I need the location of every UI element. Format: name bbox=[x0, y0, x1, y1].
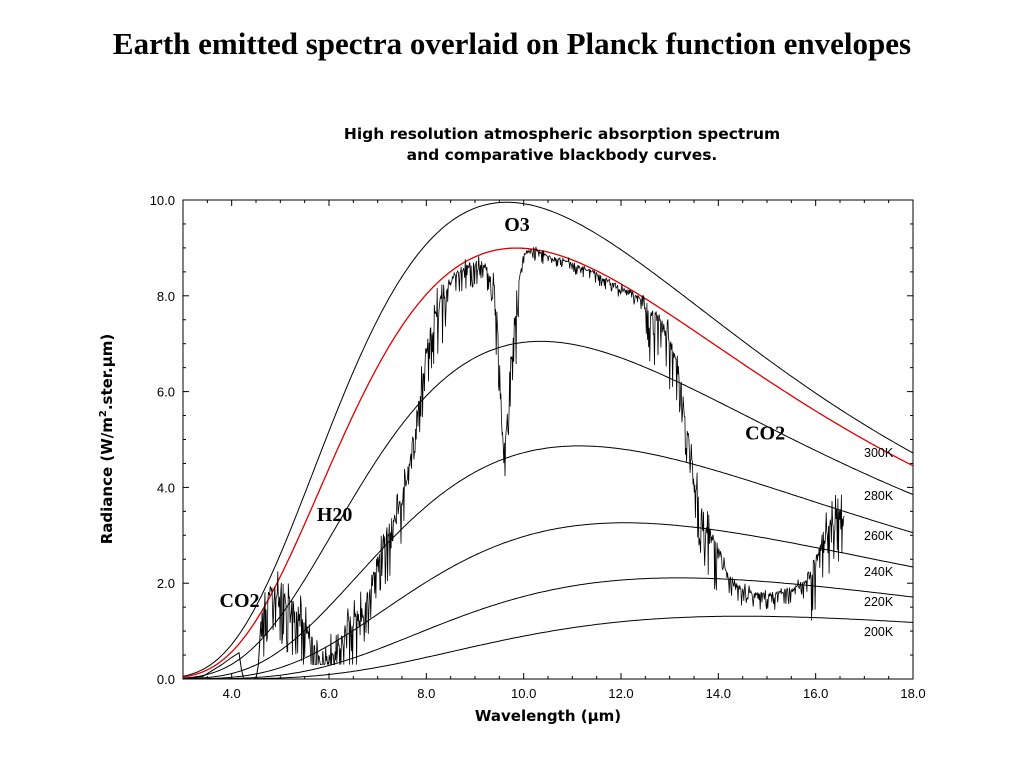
measured-spectrum bbox=[260, 246, 845, 665]
slide-title: Earth emitted spectra overlaid on Planck… bbox=[112, 26, 912, 61]
x-tick-label: 10.0 bbox=[511, 686, 536, 701]
temperature-label-200K: 200K bbox=[864, 625, 894, 639]
temperature-label-260K: 260K bbox=[864, 529, 894, 543]
blackbody-curve-260K bbox=[183, 445, 913, 679]
annotation-co2: CO2 bbox=[220, 590, 260, 612]
temperature-label-240K: 240K bbox=[864, 565, 894, 579]
blackbody-curve-200K bbox=[183, 615, 913, 679]
x-tick-label: 12.0 bbox=[608, 686, 633, 701]
y-tick-label: 4.0 bbox=[157, 480, 175, 495]
planck-envelope-curve bbox=[183, 247, 913, 678]
temperature-label-300K: 300K bbox=[864, 446, 894, 460]
chart-title-line-2: and comparative blackbody curves. bbox=[407, 146, 718, 164]
measured-spectrum-group bbox=[183, 246, 845, 679]
y-tick-label: 0.0 bbox=[157, 672, 175, 687]
y-axis-label-superscript: 2 bbox=[98, 410, 109, 417]
annotation-h20: H20 bbox=[317, 504, 353, 526]
y-axis-label-part-2: .ster.μm) bbox=[98, 334, 116, 410]
x-tick-label: 4.0 bbox=[223, 686, 241, 701]
y-axis-label: Radiance (W/m2.ster.μm) bbox=[98, 334, 116, 545]
x-tick-label: 18.0 bbox=[900, 686, 925, 701]
temperature-label-280K: 280K bbox=[864, 489, 894, 503]
temperature-label-220K: 220K bbox=[864, 595, 894, 609]
y-axis-label-part-1: Radiance (W/m bbox=[98, 417, 116, 544]
y-tick-label: 6.0 bbox=[157, 385, 175, 400]
x-tick-label: 16.0 bbox=[803, 686, 828, 701]
blackbody-curves bbox=[183, 201, 913, 679]
y-tick-label: 10.0 bbox=[150, 193, 175, 208]
plot-frame bbox=[182, 199, 914, 680]
blackbody-curve-300K bbox=[183, 201, 913, 677]
blackbody-curve-240K bbox=[183, 522, 913, 679]
axis-ticks: 4.0 6.0 8.0 10.0 12.0 14.0 16.0 18.0 0.0 2.0 4.0 6.… bbox=[150, 193, 926, 701]
x-tick-label: 8.0 bbox=[417, 686, 435, 701]
chart-labels: 300K 280K 260K 240K 220K 200K O3 CO2 H20 CO2 bbox=[220, 214, 894, 639]
x-tick-label: 6.0 bbox=[320, 686, 338, 701]
blackbody-curve-280K bbox=[183, 340, 913, 679]
y-tick-label: 8.0 bbox=[157, 289, 175, 304]
x-tick-label: 14.0 bbox=[706, 686, 731, 701]
co2-absorption-feature bbox=[183, 621, 262, 679]
annotation-co2: CO2 bbox=[745, 423, 785, 445]
annotation-o3: O3 bbox=[504, 214, 530, 236]
blackbody-curve-220K bbox=[183, 577, 913, 679]
y-tick-label: 2.0 bbox=[157, 576, 175, 591]
x-axis-label: Wavelength (μm) bbox=[475, 707, 621, 725]
chart-title-line-1: High resolution atmospheric absorption s… bbox=[344, 125, 780, 143]
